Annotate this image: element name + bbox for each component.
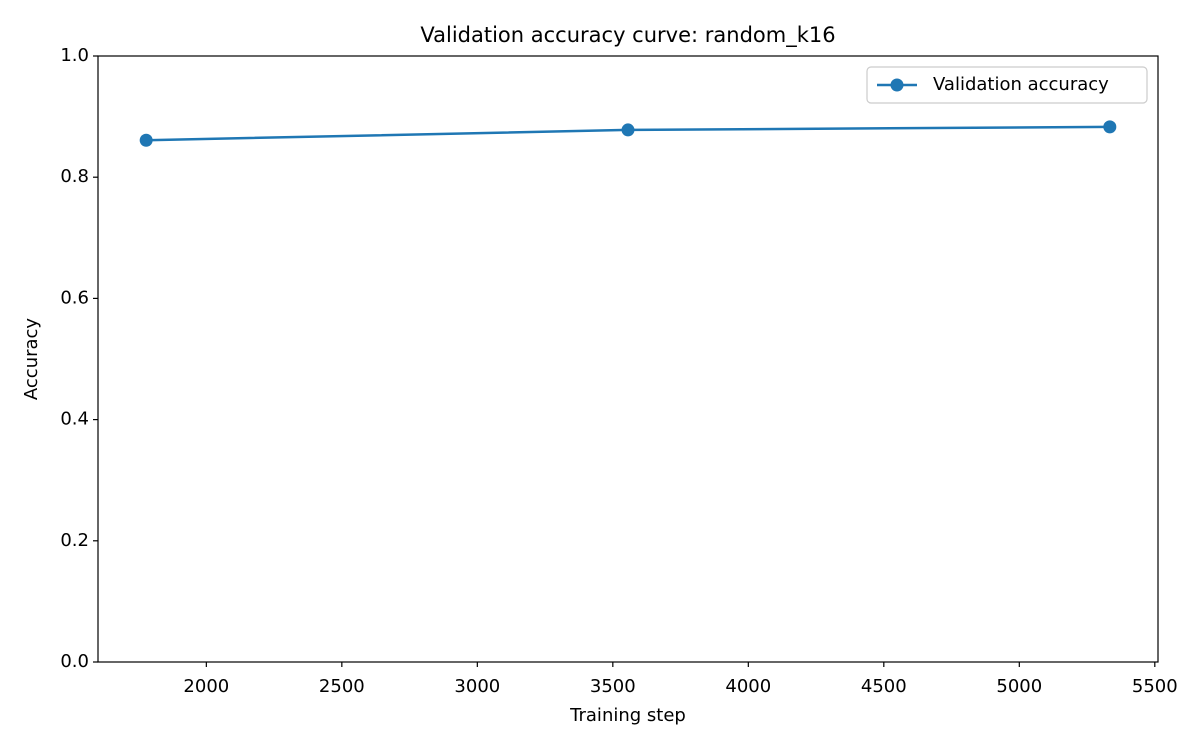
y-tick-label: 1.0 [60,45,89,66]
y-tick-label: 0.2 [60,530,89,551]
data-point [1103,120,1117,134]
legend-marker [890,78,904,92]
y-tick-label: 0.0 [60,651,89,672]
x-tick-label: 4500 [861,676,907,697]
x-tick-label: 5000 [996,676,1042,697]
x-tick-label: 2000 [183,676,229,697]
x-axis-label: Training step [569,705,686,726]
y-tick-label: 0.4 [60,409,89,430]
x-tick-label: 3500 [590,676,636,697]
y-tick-label: 0.6 [60,287,89,308]
data-point [621,123,635,137]
y-axis-label: Accuracy [21,318,42,401]
plot-frame [97,55,1159,663]
x-tick-label: 2500 [319,676,365,697]
legend-box [866,66,1148,104]
x-tick-label: 3000 [454,676,500,697]
y-tick-label: 0.8 [60,166,89,187]
legend-label: Validation accuracy [933,74,1109,95]
x-tick-label: 5500 [1132,676,1178,697]
x-tick-label: 4000 [725,676,771,697]
chart-title: Validation accuracy curve: random_k16 [420,23,835,48]
data-point [139,133,153,147]
